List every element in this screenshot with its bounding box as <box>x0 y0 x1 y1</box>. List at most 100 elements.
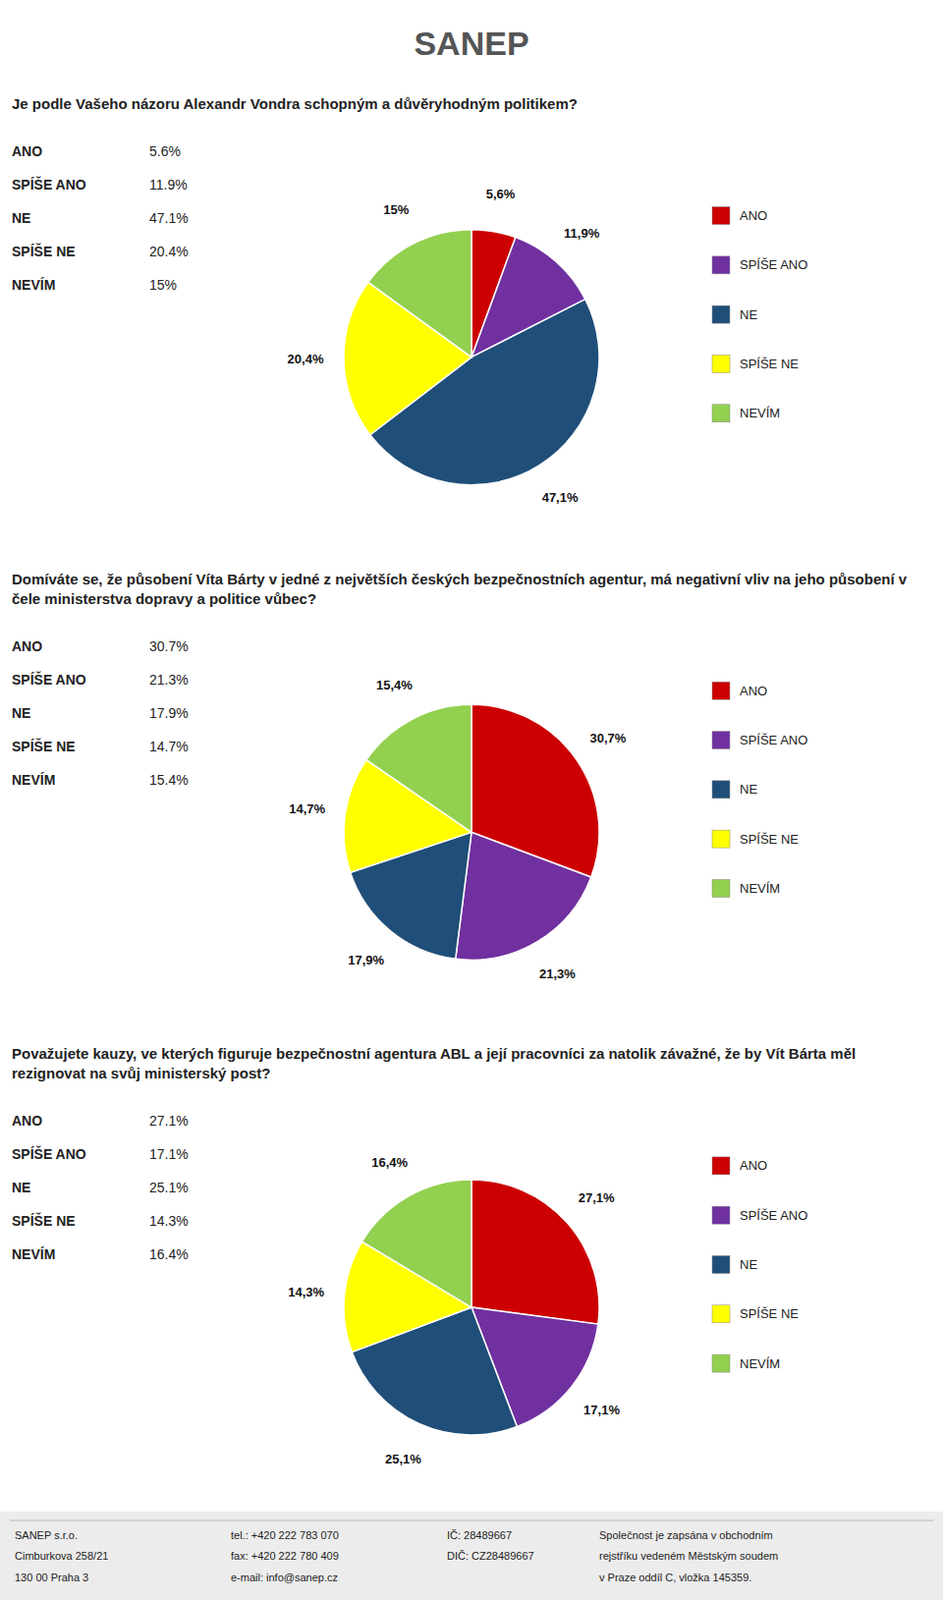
footer-text: v Praze oddíl C, vložka 145359. <box>599 1571 752 1584</box>
legend-entry: NE <box>739 1257 758 1273</box>
legend: ANO SPÍŠE ANO NE SPÍŠE NE NEVÍM <box>712 681 808 897</box>
footer-text: IČ: 28489667 <box>446 1529 512 1542</box>
legend-entry: ANO <box>739 1158 768 1173</box>
pie-slice <box>455 832 592 960</box>
data-label: 15% <box>383 202 409 218</box>
data-labels: 30,7% 21,3% 17,9% 14,7% 15,4% <box>288 677 626 982</box>
legend-swatch <box>712 1354 730 1373</box>
chart-title: Je podle Vašeho názoru Alexandr Vondra s… <box>11 95 578 112</box>
legend-entry: SPÍŠE ANO <box>739 1208 808 1223</box>
pie <box>343 229 600 486</box>
stat-category: ANO <box>11 1112 43 1129</box>
stat-category: SPÍŠE ANO <box>11 175 87 193</box>
legend-swatch <box>712 1255 730 1274</box>
legend-swatch <box>712 305 730 324</box>
stat-value: 16.4% <box>149 1246 189 1263</box>
stat-category: SPÍŠE NE <box>11 1212 76 1229</box>
stat-category: SPÍŠE NE <box>11 242 76 260</box>
legend-swatch <box>712 731 730 750</box>
stat-category: SPÍŠE NE <box>11 737 76 755</box>
legend-entry: SPÍŠE ANO <box>739 732 808 748</box>
footer-text: rejstříku vedeném Městským soudem <box>599 1550 778 1562</box>
legend-swatch <box>712 1305 730 1324</box>
legend-entry: NE <box>739 781 758 797</box>
footer-text: Cimburkova 258/21 <box>14 1550 109 1562</box>
footer-text: fax: +420 222 780 409 <box>230 1550 339 1562</box>
legend-entry: NEVÍM <box>739 405 780 421</box>
data-label: 16,4% <box>371 1155 408 1170</box>
legend-swatch <box>712 207 730 225</box>
data-label: 21,3% <box>539 967 576 983</box>
stat-value: 47.1% <box>149 210 189 226</box>
chart-title: Považujete kauzy, ve kterých figuruje be… <box>11 1046 860 1083</box>
chart-title: Domíváte se, že působení Víta Bárty v je… <box>11 570 911 608</box>
footer-text: Společnost je zapsána v obchodním <box>599 1529 774 1542</box>
title-line: Považujete kauzy, ve kterých figuruje be… <box>11 1046 860 1063</box>
stat-value: 30.7% <box>149 638 189 655</box>
title-line: rezignovat na svůj ministerský post? <box>11 1065 271 1083</box>
stat-value: 17.1% <box>149 1146 189 1163</box>
legend-swatch <box>712 354 730 373</box>
stat-value: 14.3% <box>149 1213 189 1229</box>
data-label: 5,6% <box>486 186 516 202</box>
stat-category: NEVÍM <box>11 277 56 293</box>
footer-text: e-mail: info@sanep.cz <box>230 1571 338 1584</box>
stat-category: NEVÍM <box>11 772 56 788</box>
data-labels: 27,1% 17,1% 25,1% 14,3% 16,4% <box>287 1155 620 1466</box>
stat-category: ANO <box>11 638 43 655</box>
footer-text: 130 00 Praha 3 <box>14 1571 89 1584</box>
legend-entry: SPÍŠE NE <box>739 832 799 847</box>
data-label: 27,1% <box>578 1190 615 1206</box>
legend-swatch <box>712 879 730 897</box>
pie-slice <box>362 1179 472 1308</box>
data-label: 47,1% <box>542 490 579 505</box>
footer-background <box>0 1511 943 1600</box>
stat-value: 15.4% <box>149 772 189 788</box>
page: SANEP Je podle Vašeho názoru Alexandr Von… <box>0 0 943 1600</box>
data-label: 15,4% <box>376 677 413 693</box>
data-label: 17,1% <box>583 1402 620 1418</box>
section: Domíváte se, že působení Víta Bárty v je… <box>11 570 911 983</box>
legend-entry: ANO <box>739 208 768 223</box>
stat-category: NEVÍM <box>11 1246 56 1263</box>
stat-value: 5.6% <box>149 143 181 160</box>
footer: SANEP s.r.o. Cimburkova 258/21 130 00 Prah… <box>0 1511 943 1600</box>
title-line: Je podle Vašeho názoru Alexandr Vondra s… <box>11 95 578 112</box>
footer-text: tel.: +420 222 783 070 <box>230 1529 339 1542</box>
stat-category: ANO <box>11 143 43 160</box>
legend-entry: SPÍŠE ANO <box>739 257 808 273</box>
stat-value: 20.4% <box>149 243 189 260</box>
legend-swatch <box>712 681 730 700</box>
stat-category: SPÍŠE ANO <box>11 670 87 688</box>
title-line: čele ministerstva dopravy a politice vůb… <box>11 590 317 608</box>
stat-value: 21.3% <box>149 671 189 688</box>
section: Považujete kauzy, ve kterých figuruje be… <box>11 1046 860 1467</box>
legend-entry: NEVÍM <box>739 1356 780 1372</box>
data-label: 14,3% <box>287 1284 325 1300</box>
data-label: 17,9% <box>347 952 385 968</box>
footer-text: SANEP s.r.o. <box>14 1529 78 1542</box>
legend-entry: ANO <box>739 683 768 699</box>
legend-swatch <box>712 404 730 423</box>
stat-category: SPÍŠE ANO <box>11 1145 87 1163</box>
stat-value: 11.9% <box>149 176 188 193</box>
legend: ANOSPÍŠE ANONESPÍŠE NENEVÍM <box>712 1157 808 1373</box>
stat-value: 14.7% <box>149 738 189 755</box>
stat-value: 15% <box>149 277 177 293</box>
legend: ANOSPÍŠE ANONESPÍŠE NENEVÍM <box>712 207 808 423</box>
data-label: 20,4% <box>287 351 325 367</box>
legend-swatch <box>712 1206 730 1224</box>
pie <box>343 1179 600 1436</box>
data-label: 14,7% <box>288 801 326 817</box>
data-labels: 5,6% 11,9% 47,1% 20,4% 15% <box>287 186 601 505</box>
legend-swatch <box>712 830 730 848</box>
stat-category: NE <box>11 210 31 226</box>
data-label: 30,7% <box>589 730 626 746</box>
stat-value: 27.1% <box>149 1112 189 1129</box>
data-label: 11,9% <box>563 225 601 241</box>
stat-category: NE <box>11 705 31 722</box>
pie-slice <box>368 229 472 358</box>
header: SANEP <box>413 24 529 62</box>
data-label: 25,1% <box>385 1451 422 1467</box>
legend-entry: NEVÍM <box>739 881 780 896</box>
